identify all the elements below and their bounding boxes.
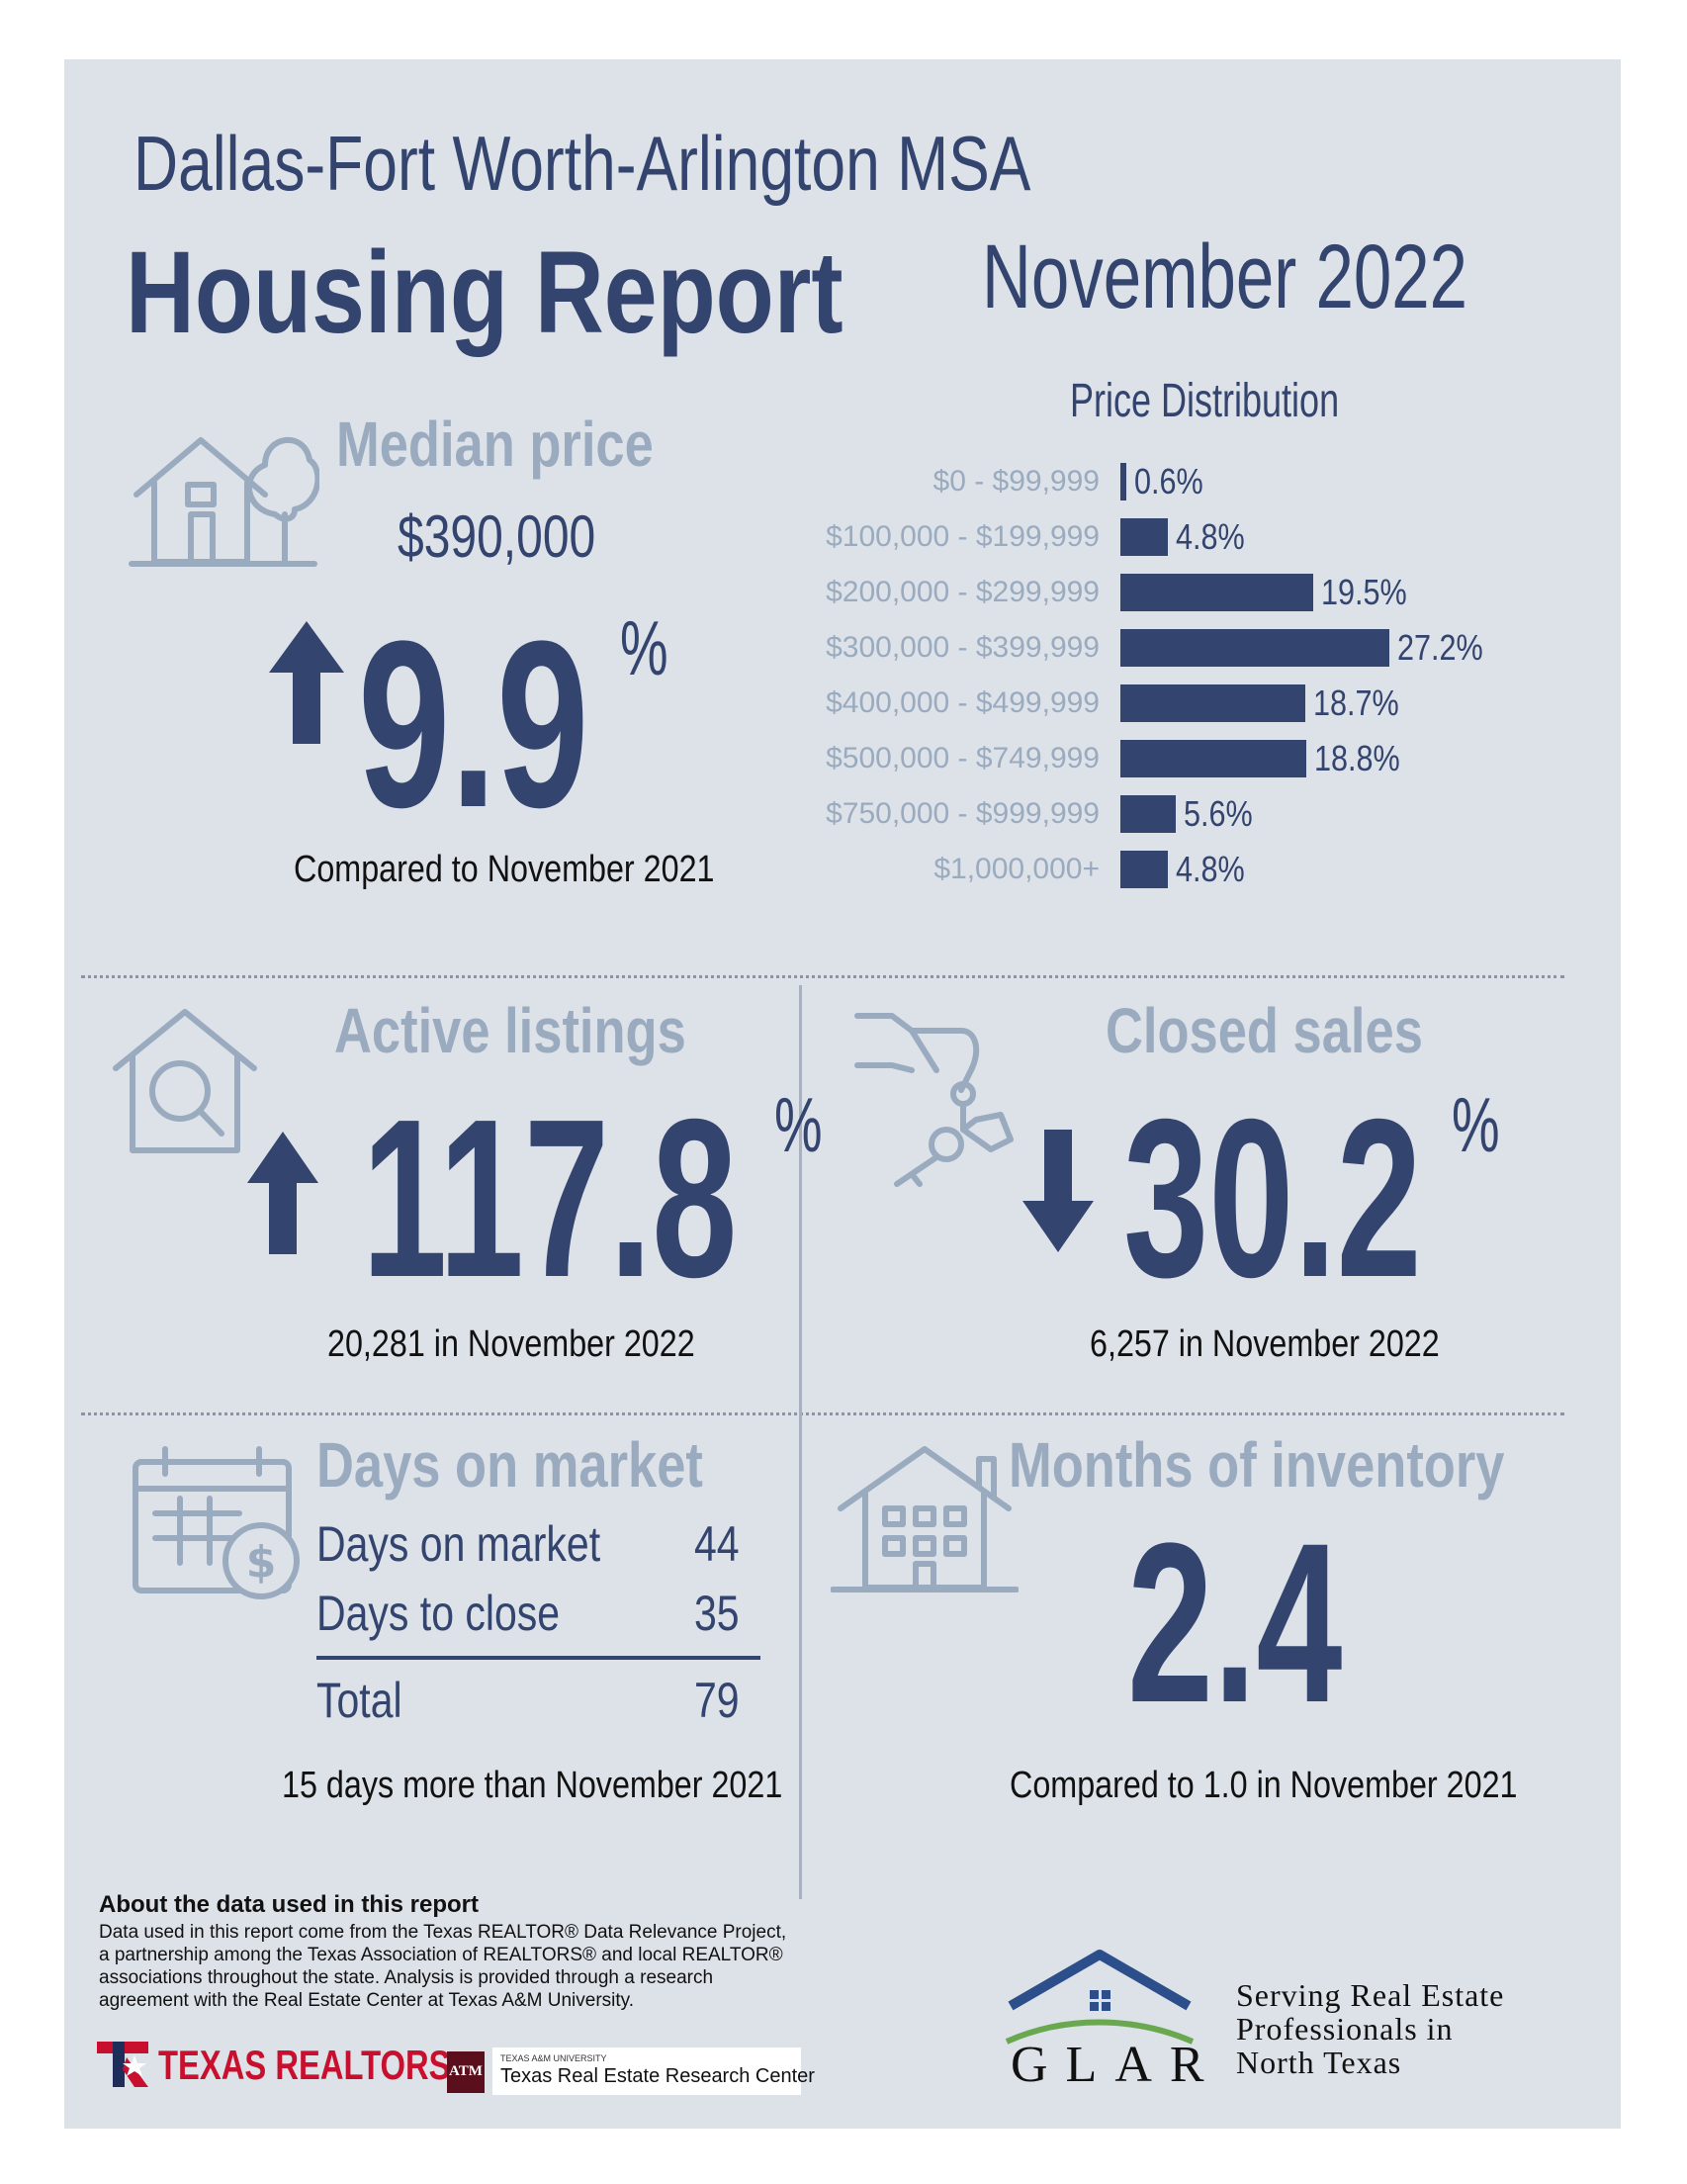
price-distribution-value-label: 4.8% — [1176, 849, 1245, 889]
price-distribution-value-label: 27.2% — [1397, 627, 1483, 668]
price-distribution-bar — [1120, 463, 1126, 500]
arrow-down-icon — [1022, 1130, 1094, 1252]
closed-sales-percent: % — [1452, 1081, 1500, 1168]
about-text: Data used in this report come from the T… — [99, 1922, 787, 2011]
tamu-center: Texas Real Estate Research Center — [500, 2065, 815, 2087]
dom-total-value: 79 — [694, 1673, 740, 1728]
days-to-close-value: 35 — [694, 1586, 740, 1641]
house-search-icon — [113, 1009, 257, 1153]
arrow-up-icon — [269, 621, 344, 744]
dom-row-value: 44 — [694, 1516, 740, 1572]
apartment-house-icon — [831, 1446, 1019, 1592]
months-inventory-caption: Compared to 1.0 in November 2021 — [1010, 1765, 1518, 1806]
calendar-dollar-icon: $ — [133, 1446, 300, 1599]
dom-total-label: Total — [316, 1673, 402, 1728]
dom-row-label: Days on market — [316, 1516, 601, 1572]
tamu-mark: ATM — [449, 2063, 483, 2079]
closed-sales-change: 30.2 — [1123, 1073, 1422, 1324]
svg-text:$: $ — [246, 1537, 277, 1588]
texas-realtors-logo: TEXAS REALTORS — [158, 2042, 451, 2088]
median-price-heading: Median price — [336, 409, 654, 480]
active-listings-change: 117.8 — [362, 1073, 738, 1324]
price-distribution-bar — [1120, 629, 1389, 667]
price-distribution-category-label: $100,000 - $199,999 — [826, 520, 1100, 553]
active-listings-percent: % — [774, 1081, 823, 1168]
months-inventory-value: 2.4 — [1127, 1496, 1343, 1750]
price-distribution-category-label: $0 - $99,999 — [932, 465, 1100, 498]
hand-keys-icon — [854, 1013, 1014, 1187]
price-distribution-category-label: $400,000 - $499,999 — [826, 686, 1100, 719]
price-distribution-bar — [1120, 795, 1176, 833]
median-price-change: 9.9 — [358, 592, 589, 857]
median-price-percent: % — [620, 604, 668, 691]
about-heading: About the data used in this report — [99, 1891, 480, 1918]
report-date: November 2022 — [982, 227, 1467, 327]
region-title: Dallas-Fort Worth-Arlington MSA — [133, 120, 1031, 207]
glar-tagline-line: North Texas — [1236, 2045, 1402, 2080]
active-listings-heading: Active listings — [334, 995, 686, 1066]
glar-wordmark: GLAR — [1011, 2037, 1222, 2093]
divider-vertical — [799, 985, 802, 1899]
tamu-logo-box: TEXAS A&M UNIVERSITY Texas Real Estate R… — [492, 2048, 815, 2095]
price-distribution-category-label: $300,000 - $399,999 — [826, 631, 1100, 664]
active-listings-caption: 20,281 in November 2022 — [327, 1323, 695, 1365]
days-on-market-caption: 15 days more than November 2021 — [282, 1765, 783, 1806]
report-panel — [64, 59, 1621, 2129]
price-distribution-value-label: 19.5% — [1321, 572, 1407, 612]
days-to-close-label: Days to close — [316, 1586, 561, 1641]
price-distribution-bar — [1120, 851, 1168, 888]
divider-middle — [81, 1412, 1564, 1415]
closed-sales-caption: 6,257 in November 2022 — [1090, 1323, 1440, 1365]
price-distribution-value-label: 4.8% — [1176, 516, 1245, 557]
divider-top — [81, 975, 1564, 978]
tamu-logo-icon: ATM — [447, 2051, 485, 2093]
glar-house-logo-icon — [1005, 1950, 1195, 2045]
median-price-value: $390,000 — [398, 503, 596, 570]
median-price-caption: Compared to November 2021 — [294, 849, 715, 890]
days-on-market-heading: Days on market — [316, 1429, 703, 1501]
price-distribution-value-label: 5.6% — [1184, 793, 1253, 834]
tamu-small: TEXAS A&M UNIVERSITY — [500, 2053, 607, 2063]
price-distribution-bar — [1120, 574, 1313, 611]
texas-realtors-logo-icon — [97, 2042, 148, 2087]
price-distribution-bar — [1120, 740, 1306, 777]
report-title: Housing Report — [126, 228, 844, 358]
dom-total-rule — [316, 1656, 760, 1660]
price-distribution-value-label: 18.7% — [1313, 682, 1399, 723]
price-distribution-category-label: $1,000,000+ — [933, 853, 1100, 885]
price-distribution-value-label: 0.6% — [1134, 461, 1203, 501]
price-distribution-category-label: $750,000 - $999,999 — [826, 797, 1100, 830]
price-distribution-bar — [1120, 684, 1305, 722]
closed-sales-heading: Closed sales — [1106, 995, 1423, 1066]
months-inventory-heading: Months of inventory — [1009, 1429, 1505, 1501]
price-distribution-value-label: 18.8% — [1314, 738, 1400, 778]
glar-tagline-line: Serving Real Estate — [1236, 1977, 1505, 2013]
price-distribution-category-label: $200,000 - $299,999 — [826, 576, 1100, 608]
arrow-up-icon — [247, 1132, 318, 1254]
house-tree-icon — [129, 436, 319, 567]
glar-tagline: Serving Real Estate Professionals in Nor… — [1236, 1978, 1504, 2079]
price-distribution-bar — [1120, 518, 1168, 556]
price-distribution-heading: Price Distribution — [1070, 375, 1340, 427]
glar-tagline-line: Professionals in — [1236, 2011, 1454, 2047]
price-distribution-category-label: $500,000 - $749,999 — [826, 742, 1100, 774]
